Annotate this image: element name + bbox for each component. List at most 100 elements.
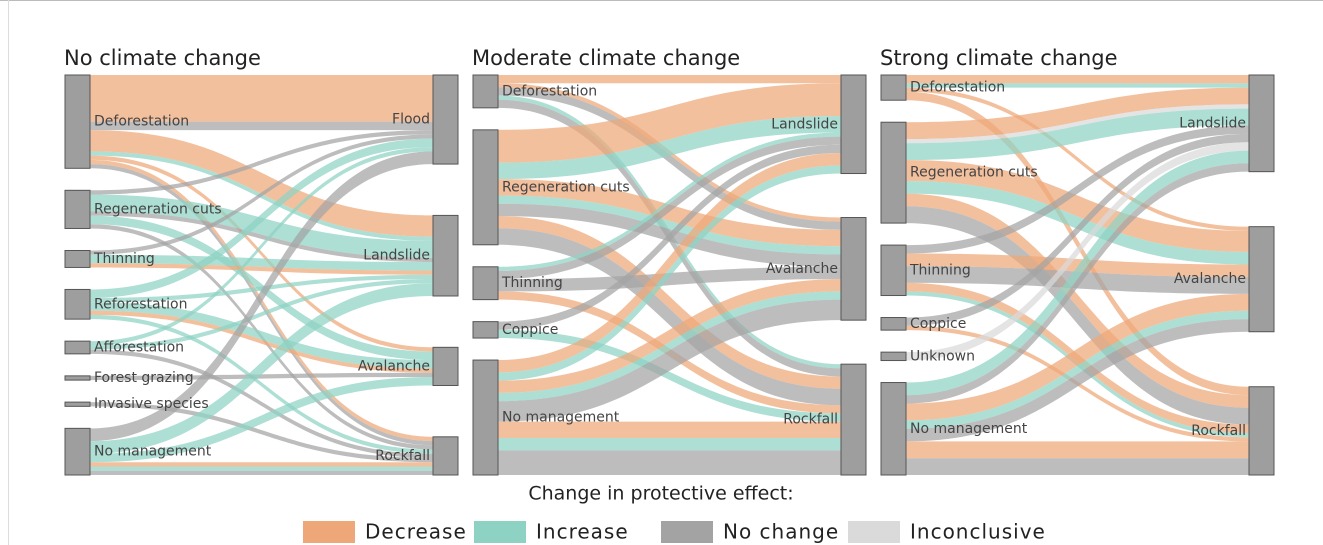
- node-label: Coppice: [910, 316, 966, 332]
- links: [906, 75, 1249, 475]
- flow-link: [906, 104, 1249, 144]
- flow-link: [90, 470, 433, 475]
- source-node: [64, 427, 91, 476]
- source-node: [472, 321, 499, 339]
- links: [498, 75, 841, 475]
- node-label: Invasive species: [94, 396, 209, 412]
- flow-link: [90, 130, 433, 237]
- flow-link: [90, 75, 433, 122]
- flow-link: [90, 279, 433, 350]
- target-node: [840, 74, 867, 175]
- node-label: Landslide: [363, 248, 430, 264]
- flow-link: [498, 421, 841, 439]
- flow-link: [498, 228, 841, 406]
- flow-link: [906, 160, 1249, 252]
- flow-link: [90, 138, 433, 298]
- legend-label: Increase: [536, 520, 629, 544]
- flow-link: [90, 121, 433, 131]
- legend-label: Inconclusive: [910, 520, 1046, 544]
- target-node: [432, 214, 459, 297]
- flow-link: [498, 279, 841, 393]
- source-node: [880, 121, 907, 224]
- target-node: [840, 363, 867, 476]
- flow-link: [90, 211, 433, 263]
- source-node: [880, 351, 907, 362]
- chart-title: No climate change: [64, 46, 261, 70]
- flow-link: [906, 75, 1249, 84]
- flow-link: [906, 253, 1249, 278]
- flow-link: [498, 299, 841, 422]
- source-node: [880, 382, 907, 476]
- flow-link: [90, 372, 433, 381]
- flow-link: [90, 283, 433, 454]
- flow-link: [90, 274, 433, 303]
- flow-link: [498, 438, 841, 451]
- flow-link: [90, 155, 433, 352]
- flow-link: [498, 144, 841, 330]
- source-node: [64, 189, 91, 229]
- flow-link: [906, 206, 1249, 425]
- node-label: Deforestation: [94, 114, 189, 130]
- node-label: Unknown: [910, 348, 975, 364]
- node-label: No management: [910, 421, 1028, 437]
- flow-link: [498, 329, 841, 422]
- target-node: [1248, 74, 1275, 173]
- node-label: Coppice: [502, 322, 558, 338]
- node-label: Rockfall: [1191, 423, 1246, 439]
- source-node: [472, 266, 499, 301]
- flow-link: [498, 266, 841, 292]
- source-node: [472, 74, 499, 109]
- flow-link: [498, 87, 841, 230]
- flow-link: [90, 377, 433, 463]
- node-label: Forest grazing: [94, 370, 194, 386]
- source-node: [472, 359, 499, 476]
- node-label: Thinning: [93, 251, 155, 267]
- node-label: Deforestation: [910, 80, 1005, 96]
- flow-link: [906, 163, 1249, 404]
- target-node: [840, 217, 867, 321]
- flow-link: [498, 291, 841, 402]
- node-label: Deforestation: [502, 83, 597, 99]
- flow-link: [498, 179, 841, 247]
- flow-link: [906, 458, 1249, 475]
- flow-link: [90, 402, 433, 463]
- flow-link: [906, 87, 1249, 231]
- source-node: [64, 340, 91, 355]
- legend-swatch: [303, 521, 355, 543]
- flow-link: [906, 441, 1249, 459]
- flow-link: [90, 466, 433, 471]
- legend-swatch: [474, 521, 526, 543]
- flow-link: [906, 319, 1249, 442]
- chart-title: Strong climate change: [880, 46, 1118, 70]
- node-label: Landslide: [1179, 115, 1246, 131]
- flow-link: [498, 132, 841, 271]
- node-label: Thinning: [501, 275, 563, 291]
- flow-link: [906, 181, 1249, 265]
- source-node: [64, 375, 91, 381]
- target-node: [1248, 226, 1275, 333]
- target-node: [1248, 386, 1275, 476]
- source-node: [880, 317, 907, 331]
- flow-link: [906, 293, 1249, 421]
- flow-link: [498, 195, 841, 255]
- legend-label: Decrease: [365, 520, 467, 544]
- source-node: [880, 74, 907, 101]
- flow-link: [90, 314, 433, 454]
- flow-link: [90, 151, 433, 442]
- flow-link: [906, 91, 1249, 396]
- target-node: [432, 346, 459, 386]
- source-node: [880, 244, 907, 297]
- flow-link: [90, 462, 433, 467]
- node-label: Thinning: [909, 262, 971, 278]
- source-node: [64, 401, 91, 407]
- flow-link: [90, 310, 433, 373]
- node-label: Avalanche: [358, 358, 430, 374]
- flow-link: [906, 310, 1249, 429]
- flow-link: [906, 150, 1249, 396]
- node-label: Regeneration cuts: [502, 179, 630, 195]
- flow-link: [498, 75, 841, 84]
- flow-link: [90, 130, 433, 195]
- flow-link: [498, 83, 841, 163]
- flow-link: [90, 164, 433, 446]
